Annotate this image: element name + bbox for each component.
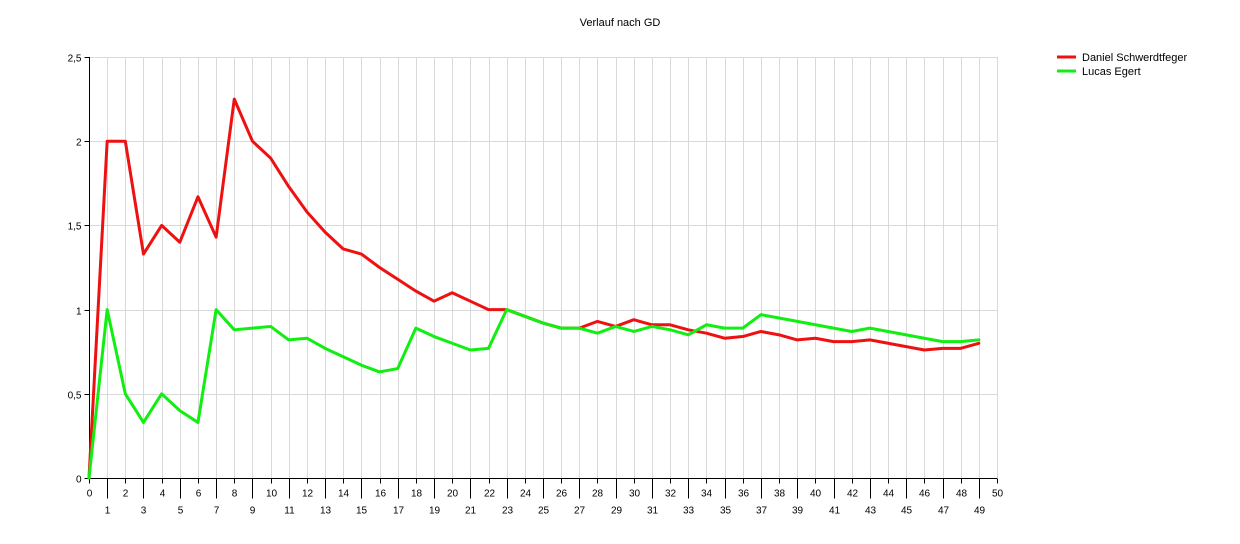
y-tick-label: 2 (76, 138, 82, 149)
x-tick-label: 40 (810, 489, 822, 500)
y-tick-label: 2,5 (68, 54, 82, 65)
x-tick-label: 35 (720, 506, 732, 517)
x-tick-label: 1 (105, 506, 111, 517)
x-tick-label: 15 (356, 506, 368, 517)
x-tick-label: 29 (611, 506, 623, 517)
x-tick-label: 17 (393, 506, 405, 517)
x-tick-label: 2 (123, 489, 129, 500)
x-tick-label: 20 (447, 489, 459, 500)
x-tick-label: 41 (829, 506, 841, 517)
y-tick-label: 0,5 (68, 391, 82, 402)
x-tick-label: 26 (556, 489, 568, 500)
x-tick-label: 3 (141, 506, 147, 517)
x-tick-label: 47 (938, 506, 950, 517)
x-tick-label: 50 (992, 489, 1004, 500)
x-tick-label: 12 (302, 489, 314, 500)
x-tick-label: 34 (701, 489, 713, 500)
x-tick-label: 11 (284, 506, 295, 517)
x-tick-label: 4 (160, 489, 166, 500)
x-tick-label: 38 (774, 489, 786, 500)
x-tick-label: 25 (538, 506, 550, 517)
axes: 00,511,522,50123456789101112131415161718… (68, 54, 1004, 517)
x-tick-label: 18 (411, 489, 423, 500)
legend-label: Daniel Schwerdtfeger (1082, 52, 1188, 64)
x-tick-label: 13 (320, 506, 332, 517)
x-tick-label: 23 (502, 506, 514, 517)
x-tick-label: 46 (919, 489, 931, 500)
x-tick-label: 27 (574, 506, 586, 517)
y-tick-label: 1,5 (68, 222, 82, 233)
x-tick-label: 10 (266, 489, 278, 500)
x-tick-label: 39 (792, 506, 804, 517)
x-tick-label: 31 (647, 506, 659, 517)
y-tick-label: 0 (76, 475, 82, 486)
legend-label: Lucas Egert (1082, 66, 1141, 78)
x-tick-label: 0 (87, 489, 93, 500)
x-tick-label: 44 (883, 489, 895, 500)
x-tick-label: 14 (338, 489, 350, 500)
x-tick-label: 32 (665, 489, 677, 500)
x-tick-label: 19 (429, 506, 441, 517)
series-line (87, 97, 981, 480)
series-line (87, 308, 981, 480)
x-tick-label: 37 (756, 506, 768, 517)
x-tick-label: 16 (375, 489, 387, 500)
series-layer (87, 97, 981, 480)
x-tick-label: 43 (865, 506, 877, 517)
x-tick-label: 9 (250, 506, 256, 517)
chart-title: Verlauf nach GD (580, 17, 661, 29)
x-tick-label: 22 (484, 489, 496, 500)
x-tick-label: 21 (465, 506, 477, 517)
x-tick-label: 49 (974, 506, 986, 517)
x-tick-label: 5 (178, 506, 184, 517)
y-tick-label: 1 (76, 307, 82, 318)
x-tick-label: 28 (592, 489, 604, 500)
x-tick-label: 48 (956, 489, 968, 500)
x-tick-label: 33 (683, 506, 695, 517)
x-tick-label: 45 (901, 506, 913, 517)
x-tick-label: 24 (520, 489, 532, 500)
x-tick-label: 36 (738, 489, 750, 500)
x-tick-label: 42 (847, 489, 859, 500)
legend: Daniel Schwerdtfeger Lucas Egert (1057, 52, 1188, 78)
x-tick-label: 6 (196, 489, 202, 500)
x-tick-label: 30 (629, 489, 641, 500)
x-tick-label: 7 (214, 506, 220, 517)
grid (89, 57, 998, 479)
x-tick-label: 8 (232, 489, 238, 500)
